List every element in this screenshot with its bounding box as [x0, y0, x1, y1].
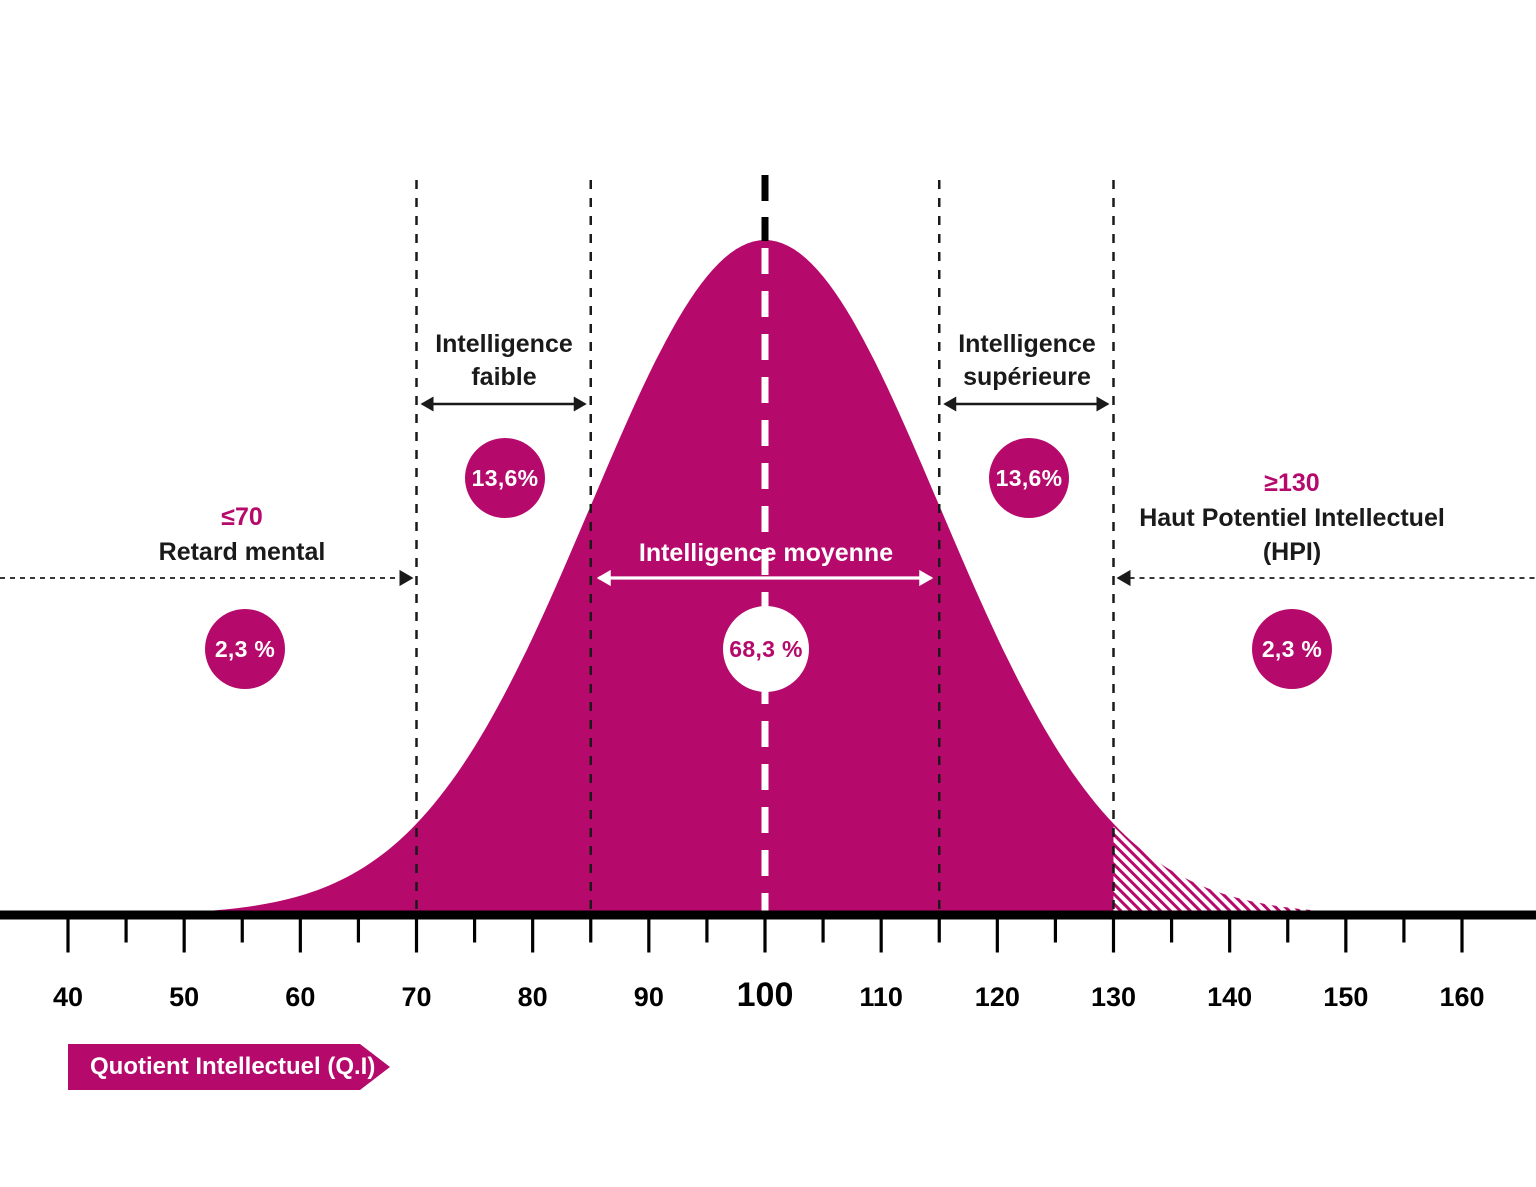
label-hpi-name: Haut Potentiel Intellectuel [1139, 504, 1445, 532]
arrowhead [1116, 569, 1131, 587]
percent-badge-superieure: 13,6% [989, 438, 1069, 518]
arrowhead [919, 569, 934, 587]
label-intelligence-moyenne: Intelligence moyenne [638, 539, 894, 567]
x-tick-label: 80 [518, 982, 548, 1012]
arrowhead [596, 569, 611, 587]
percent-badge-hpi: 2,3 % [1252, 609, 1332, 689]
x-axis-ticks [66, 919, 1464, 953]
x-tick-label: 150 [1323, 982, 1368, 1012]
x-tick-label: 110 [859, 982, 903, 1012]
percent-badge-faible: 13,6% [465, 438, 545, 518]
label-line: supérieure [963, 363, 1091, 391]
x-tick-label: 50 [169, 982, 199, 1012]
x-tick-label: 140 [1207, 982, 1252, 1012]
x-tick-label: 60 [285, 982, 315, 1012]
label-hpi-abbr: (HPI) [1262, 538, 1322, 566]
x-tick-label: 70 [401, 982, 431, 1012]
arrowhead [1096, 396, 1110, 412]
label-intelligence-faible: Intelligence faible [416, 328, 592, 394]
label-line: faible [471, 363, 537, 391]
arrowhead [420, 396, 434, 412]
arrowhead [943, 396, 957, 412]
label-line: Intelligence [435, 330, 573, 358]
percent-badge-retard: 2,3 % [205, 609, 285, 689]
x-tick-label: 120 [975, 982, 1020, 1012]
label-retard-range: ≤70 [221, 503, 263, 531]
x-tick-label: 40 [53, 982, 83, 1012]
label-hpi-range: ≥130 [1264, 469, 1320, 497]
percent-badge-moyenne: 68,3 % [723, 606, 809, 692]
label-line: Intelligence [958, 330, 1096, 358]
axis-label-text: Quotient Intellectuel (Q.I) [90, 1053, 376, 1080]
bell-curve-hatched-tail [1113, 823, 1462, 915]
label-retard-mental: Retard mental [158, 538, 326, 566]
x-tick-label: 130 [1091, 982, 1136, 1012]
arrowhead [399, 569, 414, 587]
x-axis-tick-labels: 40 50 60 70 80 90 100 110 120 130 140 150 160 [53, 976, 1485, 1014]
boundary-dashed-lines [415, 180, 1115, 915]
arrowhead [573, 396, 587, 412]
x-tick-label: 160 [1439, 982, 1484, 1012]
x-tick-label: 90 [634, 982, 664, 1012]
axis-label-banner: Quotient Intellectuel (Q.I) [68, 1044, 390, 1090]
label-intelligence-superieure: Intelligence supérieure [939, 328, 1115, 394]
x-tick-label: 100 [737, 976, 794, 1014]
